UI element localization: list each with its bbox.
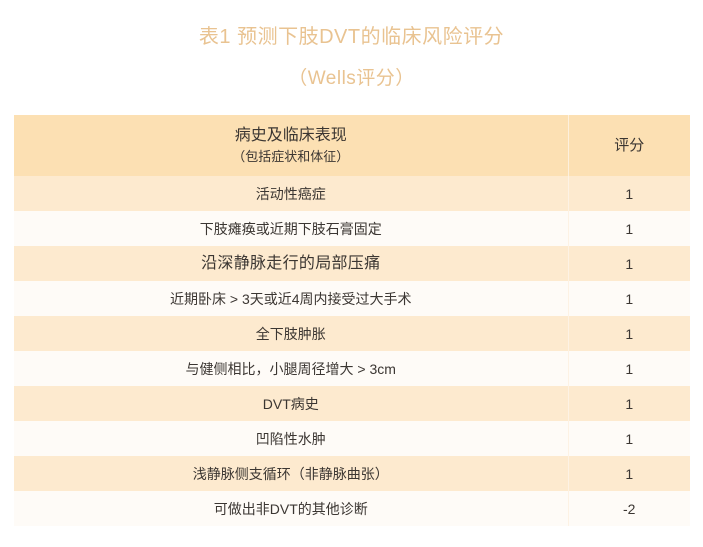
- table-row: 活动性癌症 1: [14, 176, 690, 211]
- table-row: 可做出非DVT的其他诊断 -2: [14, 491, 690, 526]
- cell-score: 1: [568, 351, 690, 386]
- cell-description: 可做出非DVT的其他诊断: [14, 491, 569, 526]
- table-title: 表1 预测下肢DVT的临床风险评分 （Wells评分）: [0, 22, 703, 94]
- column-header-score-label: 评分: [614, 136, 645, 154]
- table-header-row: 病史及临床表现 （包括症状和体征） 评分: [14, 115, 690, 176]
- cell-score: 1: [568, 386, 690, 421]
- table-row: 下肢瘫痪或近期下肢石膏固定 1: [14, 211, 690, 246]
- column-header-description-sub: （包括症状和体征）: [232, 148, 350, 164]
- column-header-description-main: 病史及临床表现: [234, 126, 347, 144]
- column-header-score: 评分: [568, 115, 690, 176]
- table-row: DVT病史 1: [14, 386, 690, 421]
- cell-score: 1: [568, 421, 690, 456]
- wells-score-table: 病史及临床表现 （包括症状和体征） 评分 活动性癌症 1 下肢瘫痪或近期下肢石膏固定…: [14, 115, 690, 526]
- cell-description: 与健侧相比，小腿周径增大 ˃ 3cm: [14, 351, 569, 386]
- table-row: 近期卧床 ˃ 3天或近4周内接受过大手术 1: [14, 281, 690, 316]
- column-header-description: 病史及临床表现 （包括症状和体征）: [14, 115, 569, 176]
- cell-description: 全下肢肿胀: [14, 316, 569, 351]
- cell-description: DVT病史: [14, 386, 569, 421]
- table-row: 沿深静脉走行的局部压痛 1: [14, 246, 690, 281]
- cell-score: 1: [568, 456, 690, 491]
- cell-description: 浅静脉侧支循环（非静脉曲张）: [14, 456, 569, 491]
- table-row: 浅静脉侧支循环（非静脉曲张） 1: [14, 456, 690, 491]
- score-table-container: 病史及临床表现 （包括症状和体征） 评分 活动性癌症 1 下肢瘫痪或近期下肢石膏固定…: [14, 115, 690, 526]
- table-body: 活动性癌症 1 下肢瘫痪或近期下肢石膏固定 1 沿深静脉走行的局部压痛 1 近期卧床 ˃ 3…: [14, 176, 690, 526]
- cell-score: 1: [568, 211, 690, 246]
- cell-score: 1: [568, 316, 690, 351]
- cell-description: 下肢瘫痪或近期下肢石膏固定: [14, 211, 569, 246]
- table-head: 病史及临床表现 （包括症状和体征） 评分: [14, 115, 690, 176]
- cell-description: 沿深静脉走行的局部压痛: [14, 246, 569, 281]
- table-row: 凹陷性水肿 1: [14, 421, 690, 456]
- table-title-line-1: 表1 预测下肢DVT的临床风险评分: [198, 26, 505, 48]
- cell-description: 近期卧床 ˃ 3天或近4周内接受过大手术: [14, 281, 569, 316]
- cell-score: -2: [568, 491, 690, 526]
- table-row: 与健侧相比，小腿周径增大 ˃ 3cm 1: [14, 351, 690, 386]
- table-row: 全下肢肿胀 1: [14, 316, 690, 351]
- cell-score: 1: [568, 176, 690, 211]
- cell-description: 凹陷性水肿: [14, 421, 569, 456]
- cell-description: 活动性癌症: [14, 176, 569, 211]
- table-title-line-2: （Wells评分）: [288, 68, 415, 89]
- cell-score: 1: [568, 281, 690, 316]
- cell-score: 1: [568, 246, 690, 281]
